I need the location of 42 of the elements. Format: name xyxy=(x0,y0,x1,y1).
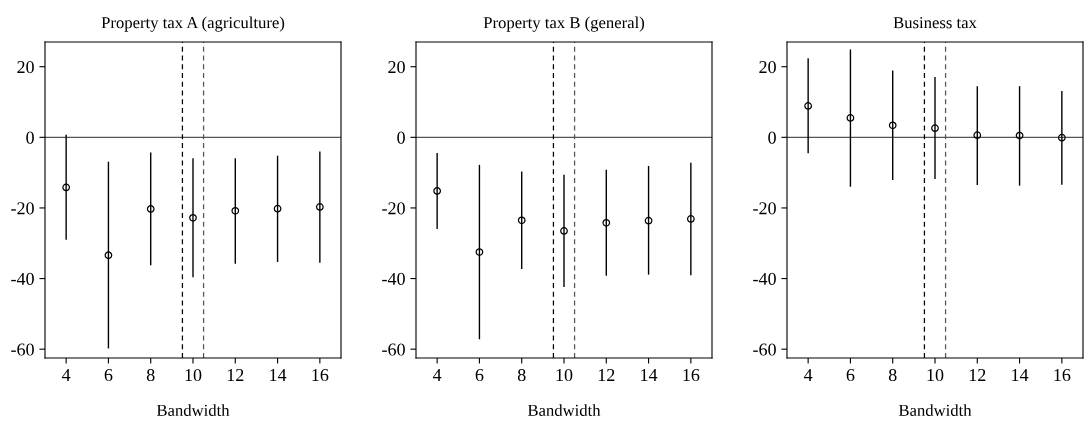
chart-title: Property tax B (general) xyxy=(483,16,645,32)
y-tick-label: -60 xyxy=(753,343,776,356)
x-tick-label: 16 xyxy=(683,368,700,382)
x-tick-label: 14 xyxy=(1012,369,1029,381)
y-tick-label: -20 xyxy=(382,202,405,215)
x-tick-label: 12 xyxy=(969,368,986,381)
y-tick-label: 0 xyxy=(768,131,776,144)
x-tick-label: 12 xyxy=(598,368,615,381)
x-tick-label: 6 xyxy=(846,368,855,382)
x-tick-label: 4 xyxy=(61,369,71,381)
x-tick-label: 14 xyxy=(641,369,658,381)
chart-title: Business tax xyxy=(893,17,977,29)
x-tick-label: 8 xyxy=(888,368,897,382)
y-tick-label: -40 xyxy=(753,272,776,285)
x-tick-label: 10 xyxy=(927,368,944,382)
y-tick-label: -40 xyxy=(382,272,405,285)
y-tick-label: 20 xyxy=(759,60,776,74)
x-tick-label: 4 xyxy=(803,369,813,381)
x-tick-label: 10 xyxy=(185,368,202,382)
x-tick-label: 6 xyxy=(475,368,484,382)
chart-title: Property tax A (agriculture) xyxy=(101,16,285,32)
y-tick-label: -60 xyxy=(382,343,405,356)
y-tick-label: 0 xyxy=(26,131,34,144)
x-tick-label: 14 xyxy=(270,369,287,381)
x-tick-label: 6 xyxy=(104,368,113,382)
y-tick-label: 0 xyxy=(397,131,405,144)
x-tick-label: 8 xyxy=(517,368,526,382)
y-tick-label: -20 xyxy=(753,202,776,215)
x-axis-title: Bandwidth xyxy=(156,404,230,416)
x-tick-label: 16 xyxy=(312,368,329,382)
y-tick-label: 20 xyxy=(17,60,34,74)
x-tick-label: 4 xyxy=(432,369,442,381)
x-tick-label: 16 xyxy=(1054,368,1071,382)
y-tick-label: 20 xyxy=(388,60,405,74)
y-tick-label: -40 xyxy=(11,272,34,285)
y-tick-label: -20 xyxy=(11,202,34,215)
x-axis-title: Bandwidth xyxy=(527,404,601,416)
x-axis-title: Bandwidth xyxy=(898,404,972,416)
x-tick-label: 10 xyxy=(556,368,573,382)
y-tick-label: -60 xyxy=(11,343,34,356)
x-tick-label: 8 xyxy=(146,368,155,382)
x-tick-label: 12 xyxy=(227,368,244,381)
